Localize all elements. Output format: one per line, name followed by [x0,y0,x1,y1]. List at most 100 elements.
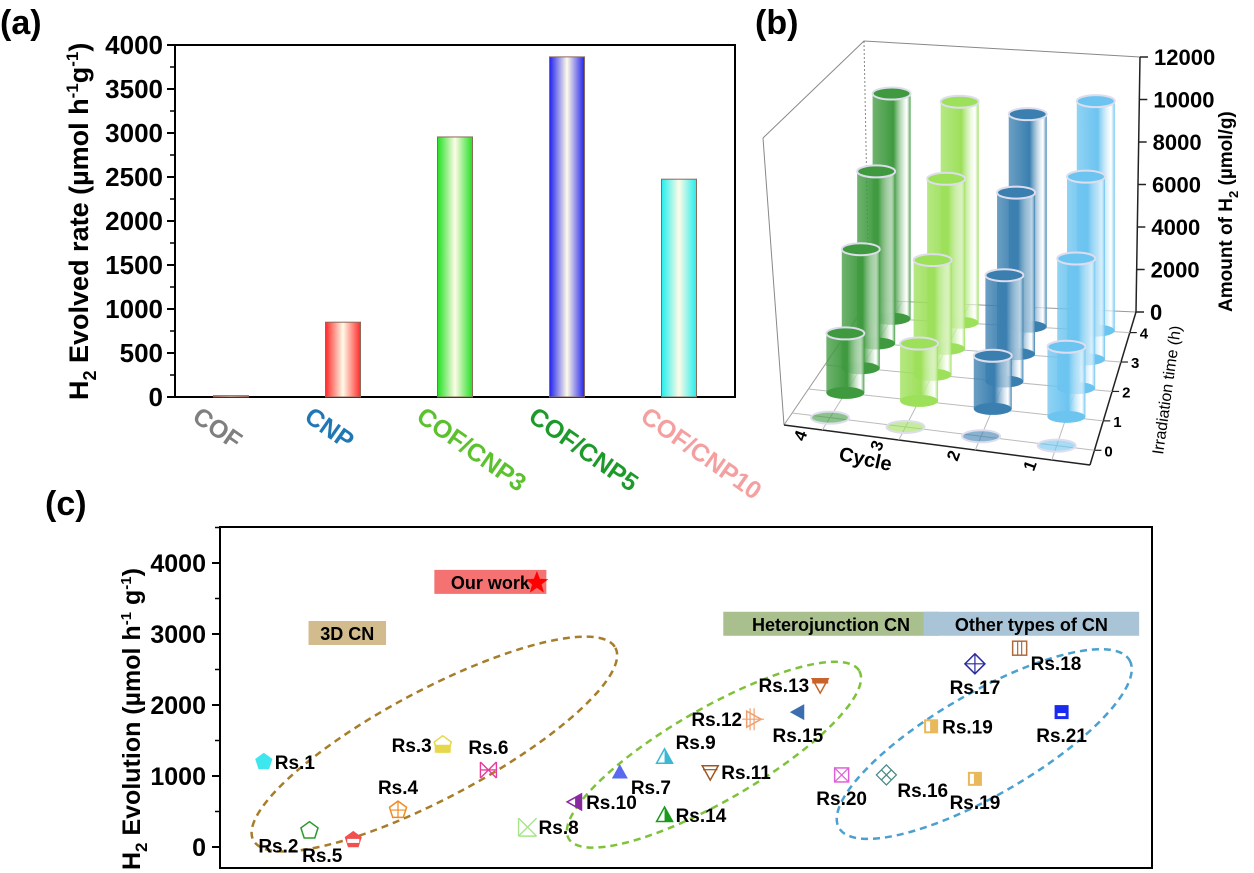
bar-cof-cnp3 [437,136,473,398]
data-point-rs-19: Rs.19 [950,771,1000,814]
cylinder-cycle-2-t0 [961,429,1002,444]
y-tick-label: 500 [120,338,163,368]
data-point-rs-14: Rs.14 [655,805,727,827]
square-gap [1057,713,1066,717]
data-point-rs-9: Rs.9 [655,733,716,764]
y-tick-label: 1000 [105,294,163,324]
square-marker [1011,640,1028,656]
y-tick-label: 2500 [105,162,163,192]
point-label: Rs.6 [468,738,508,759]
z-tick-label: 8000 [1153,130,1202,155]
square-x [834,767,850,783]
point-label: Rs.15 [772,726,823,747]
pentagon-band [347,838,360,843]
data-point-rs-20: Rs.20 [816,767,867,810]
marker-cross [742,708,765,731]
data-point-rs-1: Rs.1 [255,752,315,774]
panel-label-a: (a) [0,4,42,42]
panel-label-c: (c) [45,485,87,523]
cylinder-top [1036,438,1077,453]
triangle-fill [664,748,673,764]
triangle-marker [700,764,720,782]
bar-cof-cnp5 [549,56,585,398]
cylinder-top [885,419,926,434]
point-label: Rs.5 [302,846,343,867]
category-label: COF/CNP5 [524,402,644,497]
bar-cnp [325,321,361,398]
point-label: Rs.17 [950,678,1001,699]
cylinder-top [961,429,1002,444]
cylinder-body [973,355,1012,409]
panel-c-points: Rs.1 Rs.2 Rs.3 Rs.4 Rs.5 Rs.6 Rs.7 Rs.8 Rs.9 Rs.1… [255,570,1087,867]
cylinder-base [973,402,1012,415]
time-tick-label: 0 [1104,443,1112,460]
data-point-our-work [525,570,549,593]
panel-label-b: (b) [755,4,798,42]
cylinder-top [912,253,953,268]
z-tick-label: 10000 [1153,88,1214,113]
panel-b-z-axis-label: Amount of H2 (µmol/g) [1216,111,1241,312]
annotation-box [308,621,387,645]
data-point-rs-15: Rs.15 [772,704,824,747]
x-box-marker [479,761,498,779]
data-point-rs-21: Rs.21 [1036,705,1087,747]
data-point-rs-8: Rs.8 [517,817,579,839]
point-label: Rs.18 [1031,654,1082,675]
point-label: Rs.8 [539,818,579,839]
group-ellipse-other-types-of-cn [835,647,1134,841]
y-tick-label: 3000 [150,621,206,649]
panel-c-scatter-chart: 0 1000 2000 3000 4000 Our work 3D CN Heterojun… [118,526,1153,870]
cylinder-base [900,394,939,407]
triangle-marker [789,704,805,721]
annotation-label: Heterojunction CN [752,615,910,635]
cylinder-cycle-3-t0 [885,419,926,434]
panel-c-y-axis-label: H2 Evolution (µmol h-1 g-1) [118,568,151,870]
point-label: Rs.13 [759,676,810,697]
y-tick-label: 2000 [105,206,163,236]
cylinder-top [871,86,912,101]
point-label: Rs.10 [586,793,637,814]
time-tick-label: 3 [1131,355,1139,372]
panel-a-bars [213,56,697,398]
point-label: Rs.4 [378,778,419,799]
data-point-rs-16: Rs.16 [875,764,948,802]
data-point-rs-3: Rs.3 [392,734,453,757]
point-label: Rs.21 [1036,726,1087,747]
y-tick-label: 2000 [150,692,206,720]
annotation-box [923,611,1140,636]
group-ellipse-3d-cn [250,635,619,853]
data-point-rs-4: Rs.4 [378,778,419,819]
cylinder-base [1047,410,1086,423]
panel-a-y-axis-label: H2 Evolved rate (µmol h-1g-1) [63,43,100,400]
annotation-label: 3D CN [320,624,374,644]
cylinder-top [899,336,940,351]
panel-c-group-ellipses [250,635,1134,853]
time-tick-label: 4 [1140,326,1149,343]
data-point-rs-10: Rs.10 [565,792,637,814]
z-tick-label: 12000 [1154,45,1215,70]
panel-c-plot-frame [219,526,1153,869]
pentagon-fill [434,744,451,753]
pentagon-marker [255,752,273,770]
cylinder-body [900,343,939,401]
bar-cof [213,395,249,398]
point-label: Rs.19 [942,717,993,738]
point-label: Rs.7 [631,778,671,799]
cylinder-top [825,326,866,341]
cylinder-base [826,386,865,399]
cylinder-cycle-2-t1 [972,348,1013,415]
data-point-rs-2: Rs.2 [258,820,319,858]
panel-b-cylinders [809,86,1116,453]
cylinder-top [856,164,897,179]
y-tick-label: 1500 [105,250,163,280]
panel-a-y-ticks: 0 500 1000 1500 2000 2500 3000 3500 4000 [105,30,175,412]
cylinder-top [939,94,980,109]
data-point-rs-18: Rs.18 [1011,640,1082,675]
y-tick-label: 0 [192,834,206,862]
square-gap [969,773,974,784]
